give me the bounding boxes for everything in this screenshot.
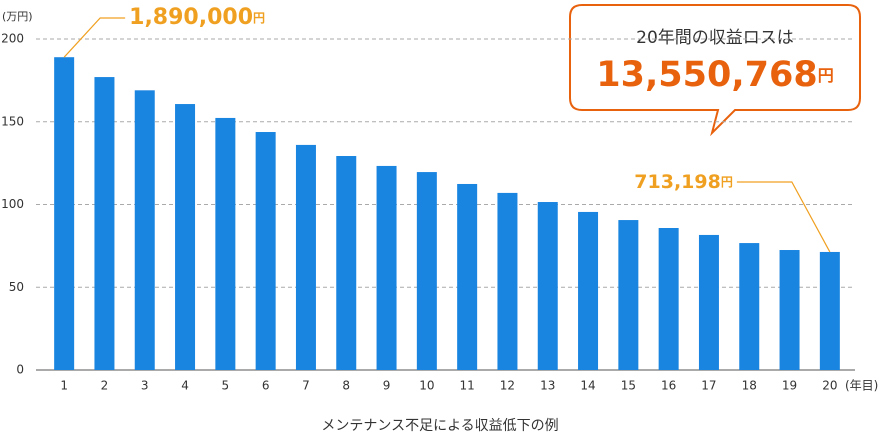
x-tick-label: 19: [782, 379, 797, 393]
x-tick-label: 15: [621, 379, 636, 393]
x-tick-label: 12: [500, 379, 515, 393]
y-tick-label: 100: [1, 197, 24, 211]
bar: [779, 250, 800, 370]
bar: [255, 132, 276, 370]
bar: [497, 192, 518, 370]
x-tick-label: 9: [383, 379, 391, 393]
y-unit: (万円): [2, 10, 33, 23]
x-tick-label: 10: [419, 379, 434, 393]
x-tick-label: 13: [540, 379, 555, 393]
bar: [336, 156, 357, 370]
y-tick-label: 150: [1, 114, 24, 128]
bar: [175, 104, 196, 370]
x-tick-label: 4: [181, 379, 189, 393]
value-label-number: 1,890,000: [129, 5, 253, 30]
value-label-number: 713,198: [634, 171, 721, 193]
y-tick-label: 50: [9, 280, 24, 294]
x-tick-label: 6: [262, 379, 270, 393]
bar: [54, 57, 75, 370]
bar: [94, 77, 115, 370]
value-label: 713,198円: [634, 171, 733, 193]
x-tick-label: 7: [302, 379, 310, 393]
callout-value: 13,550,768円: [596, 55, 833, 95]
bar: [698, 234, 719, 370]
bar: [215, 117, 236, 370]
bar: [819, 251, 840, 370]
bar: [134, 90, 155, 371]
x-tick-label: 2: [101, 379, 109, 393]
bar: [537, 202, 558, 370]
callout-number: 13,550,768: [596, 55, 817, 95]
value-label: 1,890,000円: [129, 5, 265, 30]
x-tick-label: 18: [742, 379, 757, 393]
callout-unit: 円: [818, 66, 834, 85]
y-tick-label: 0: [16, 363, 24, 377]
bar: [457, 183, 478, 370]
annotation-line: [63, 17, 126, 58]
value-label-unit: 円: [253, 11, 265, 25]
value-label-unit: 円: [721, 175, 733, 189]
x-tick-label: 11: [460, 379, 475, 393]
x-tick-label: 14: [580, 379, 595, 393]
x-tick-label: 1: [60, 379, 68, 393]
bar: [295, 144, 316, 370]
x-tick-label: 17: [701, 379, 716, 393]
x-tick-label: 8: [342, 379, 350, 393]
annotation-line: [736, 181, 831, 253]
bar: [376, 165, 397, 370]
callout-text: 20年間の収益ロスは: [636, 28, 794, 48]
y-tick-label: 200: [1, 32, 24, 46]
chart-title: メンテナンス不足による収益低下の例: [321, 418, 558, 434]
x-unit: (年目): [845, 379, 878, 393]
x-tick-label: 20: [822, 379, 837, 393]
bar: [416, 172, 437, 370]
x-tick-label: 16: [661, 379, 676, 393]
x-tick-label: 5: [222, 379, 230, 393]
bar: [578, 211, 599, 370]
bar: [618, 220, 639, 370]
bar: [739, 243, 760, 370]
bar: [658, 228, 679, 370]
x-tick-label: 3: [141, 379, 149, 393]
